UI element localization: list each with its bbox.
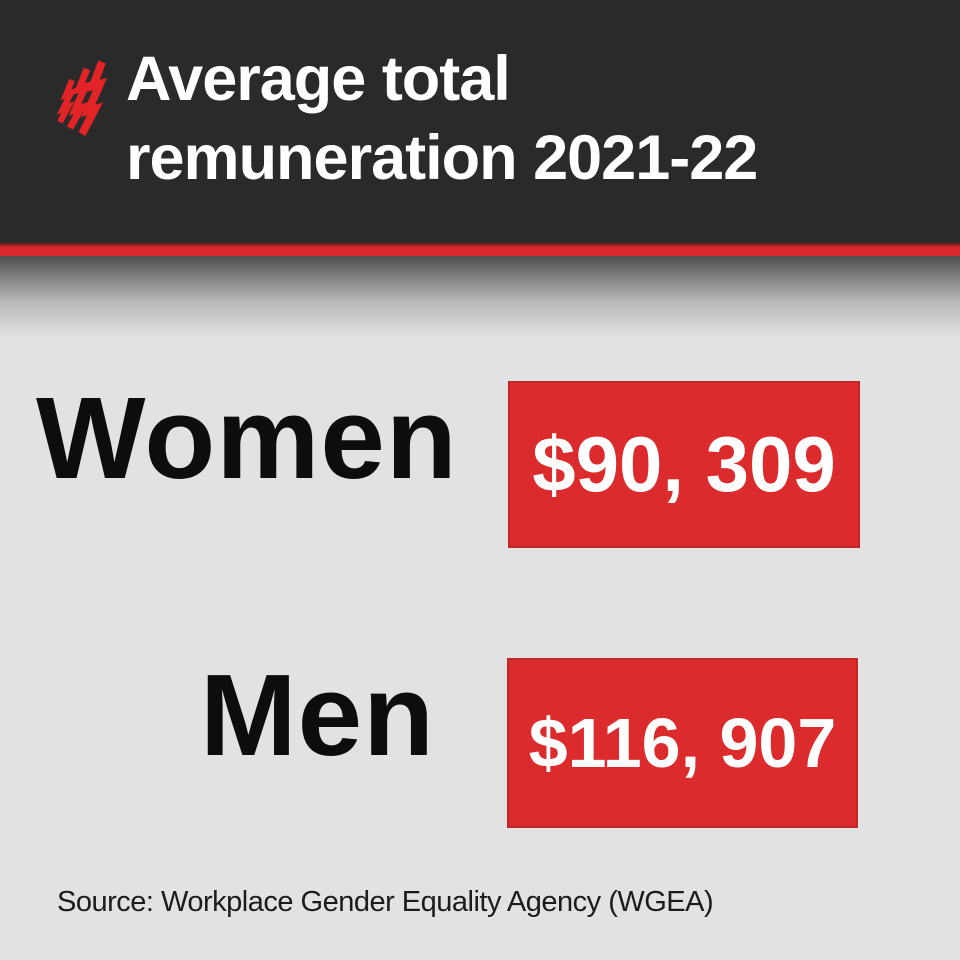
red-divider xyxy=(0,243,960,256)
row-label-women: Women xyxy=(36,373,458,503)
page-title: Average total remuneration 2021-22 xyxy=(126,40,758,198)
value-box-men: $116, 907 xyxy=(507,658,858,828)
value-men: $116, 907 xyxy=(528,704,837,782)
title-line-2: remuneration 2021-22 xyxy=(126,123,758,193)
value-box-women: $90, 309 xyxy=(508,381,860,548)
sbs-logo-icon xyxy=(56,60,108,136)
header-shadow-gradient xyxy=(0,256,960,338)
row-label-men: Men xyxy=(200,650,435,780)
header: Average total remuneration 2021-22 xyxy=(0,0,960,243)
source-note: Source: Workplace Gender Equality Agency… xyxy=(57,886,714,918)
value-women: $90, 309 xyxy=(532,420,836,508)
title-line-1: Average total xyxy=(126,44,511,114)
